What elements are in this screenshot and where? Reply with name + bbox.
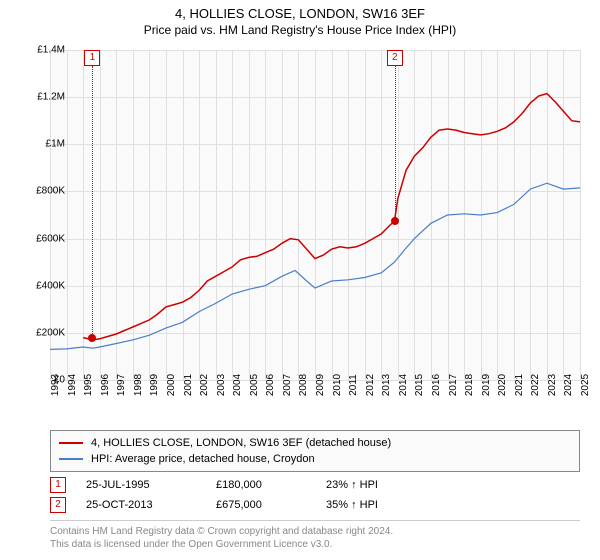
x-axis-label: 2020	[497, 374, 508, 396]
y-axis-label: £1.4M	[37, 45, 65, 56]
transaction-date: 25-JUL-1995	[86, 475, 196, 495]
legend-swatch	[59, 458, 83, 460]
legend-item: HPI: Average price, detached house, Croy…	[59, 451, 571, 467]
transaction-price: £675,000	[216, 495, 306, 515]
x-axis-label: 2003	[216, 374, 227, 396]
x-axis-label: 2001	[183, 374, 194, 396]
x-axis-label: 1998	[133, 374, 144, 396]
x-axis-label: 1996	[100, 374, 111, 396]
y-axis-label: £600K	[36, 233, 65, 244]
x-axis-label: 2016	[431, 374, 442, 396]
x-axis-label: 2015	[414, 374, 425, 396]
x-axis-label: 2025	[580, 374, 591, 396]
transaction-delta: 23% ↑ HPI	[326, 475, 378, 495]
gridline-v	[580, 50, 581, 380]
marker-label: 2	[387, 50, 403, 66]
x-axis-label: 1999	[149, 374, 160, 396]
y-axis-label: £800K	[36, 186, 65, 197]
marker-label: 1	[84, 50, 100, 66]
legend-label: 4, HOLLIES CLOSE, LONDON, SW16 3EF (deta…	[91, 435, 391, 451]
transaction-price: £180,000	[216, 475, 306, 495]
x-axis-label: 2022	[530, 374, 541, 396]
legend: 4, HOLLIES CLOSE, LONDON, SW16 3EF (deta…	[50, 430, 580, 472]
x-axis-label: 2023	[547, 374, 558, 396]
x-axis-label: 1997	[116, 374, 127, 396]
x-axis-label: 2021	[514, 374, 525, 396]
legend-label: HPI: Average price, detached house, Croy…	[91, 451, 315, 467]
footer-copyright: Contains HM Land Registry data © Crown c…	[50, 525, 580, 538]
marker-line	[395, 66, 396, 221]
transaction-date: 25-OCT-2013	[86, 495, 196, 515]
y-axis-label: £400K	[36, 280, 65, 291]
x-axis-label: 2005	[249, 374, 260, 396]
x-axis-label: 2007	[282, 374, 293, 396]
series-line	[83, 94, 580, 340]
marker-line	[92, 66, 93, 338]
legend-swatch	[59, 442, 83, 444]
transaction-marker: 2	[50, 497, 66, 513]
chart-container: 4, HOLLIES CLOSE, LONDON, SW16 3EF Price…	[0, 0, 600, 560]
x-axis-label: 1993	[50, 374, 61, 396]
x-axis-label: 2006	[265, 374, 276, 396]
x-axis-label: 2017	[448, 374, 459, 396]
x-axis-label: 2011	[348, 374, 359, 396]
x-axis-label: 2010	[332, 374, 343, 396]
x-axis-label: 2018	[464, 374, 475, 396]
x-axis-label: 2000	[166, 374, 177, 396]
x-axis-label: 1994	[67, 374, 78, 396]
marker-dot	[391, 217, 399, 225]
y-axis-label: £1M	[46, 139, 65, 150]
x-axis-label: 1995	[83, 374, 94, 396]
x-axis-label: 2008	[298, 374, 309, 396]
x-axis-label: 2014	[398, 374, 409, 396]
x-axis-label: 2009	[315, 374, 326, 396]
x-axis-label: 2012	[365, 374, 376, 396]
chart-title: 4, HOLLIES CLOSE, LONDON, SW16 3EF	[0, 0, 600, 21]
series-line	[50, 183, 580, 349]
transaction-row: 1 25-JUL-1995 £180,000 23% ↑ HPI	[50, 475, 580, 495]
line-series-svg	[50, 50, 580, 380]
transaction-marker: 1	[50, 477, 66, 493]
footer-license: This data is licensed under the Open Gov…	[50, 538, 580, 551]
chart-plot-area: 12	[50, 50, 580, 380]
x-axis-label: 2004	[232, 374, 243, 396]
legend-item: 4, HOLLIES CLOSE, LONDON, SW16 3EF (deta…	[59, 435, 571, 451]
x-axis-label: 2024	[563, 374, 574, 396]
y-axis-label: £200K	[36, 327, 65, 338]
footer: Contains HM Land Registry data © Crown c…	[50, 520, 580, 551]
x-axis-label: 2019	[481, 374, 492, 396]
transaction-table: 1 25-JUL-1995 £180,000 23% ↑ HPI 2 25-OCT-201…	[50, 475, 580, 515]
transaction-delta: 35% ↑ HPI	[326, 495, 378, 515]
chart-subtitle: Price paid vs. HM Land Registry's House …	[0, 21, 600, 37]
x-axis-label: 2013	[381, 374, 392, 396]
x-axis-label: 2002	[199, 374, 210, 396]
transaction-row: 2 25-OCT-2013 £675,000 35% ↑ HPI	[50, 495, 580, 515]
y-axis-label: £1.2M	[37, 92, 65, 103]
marker-dot	[88, 334, 96, 342]
